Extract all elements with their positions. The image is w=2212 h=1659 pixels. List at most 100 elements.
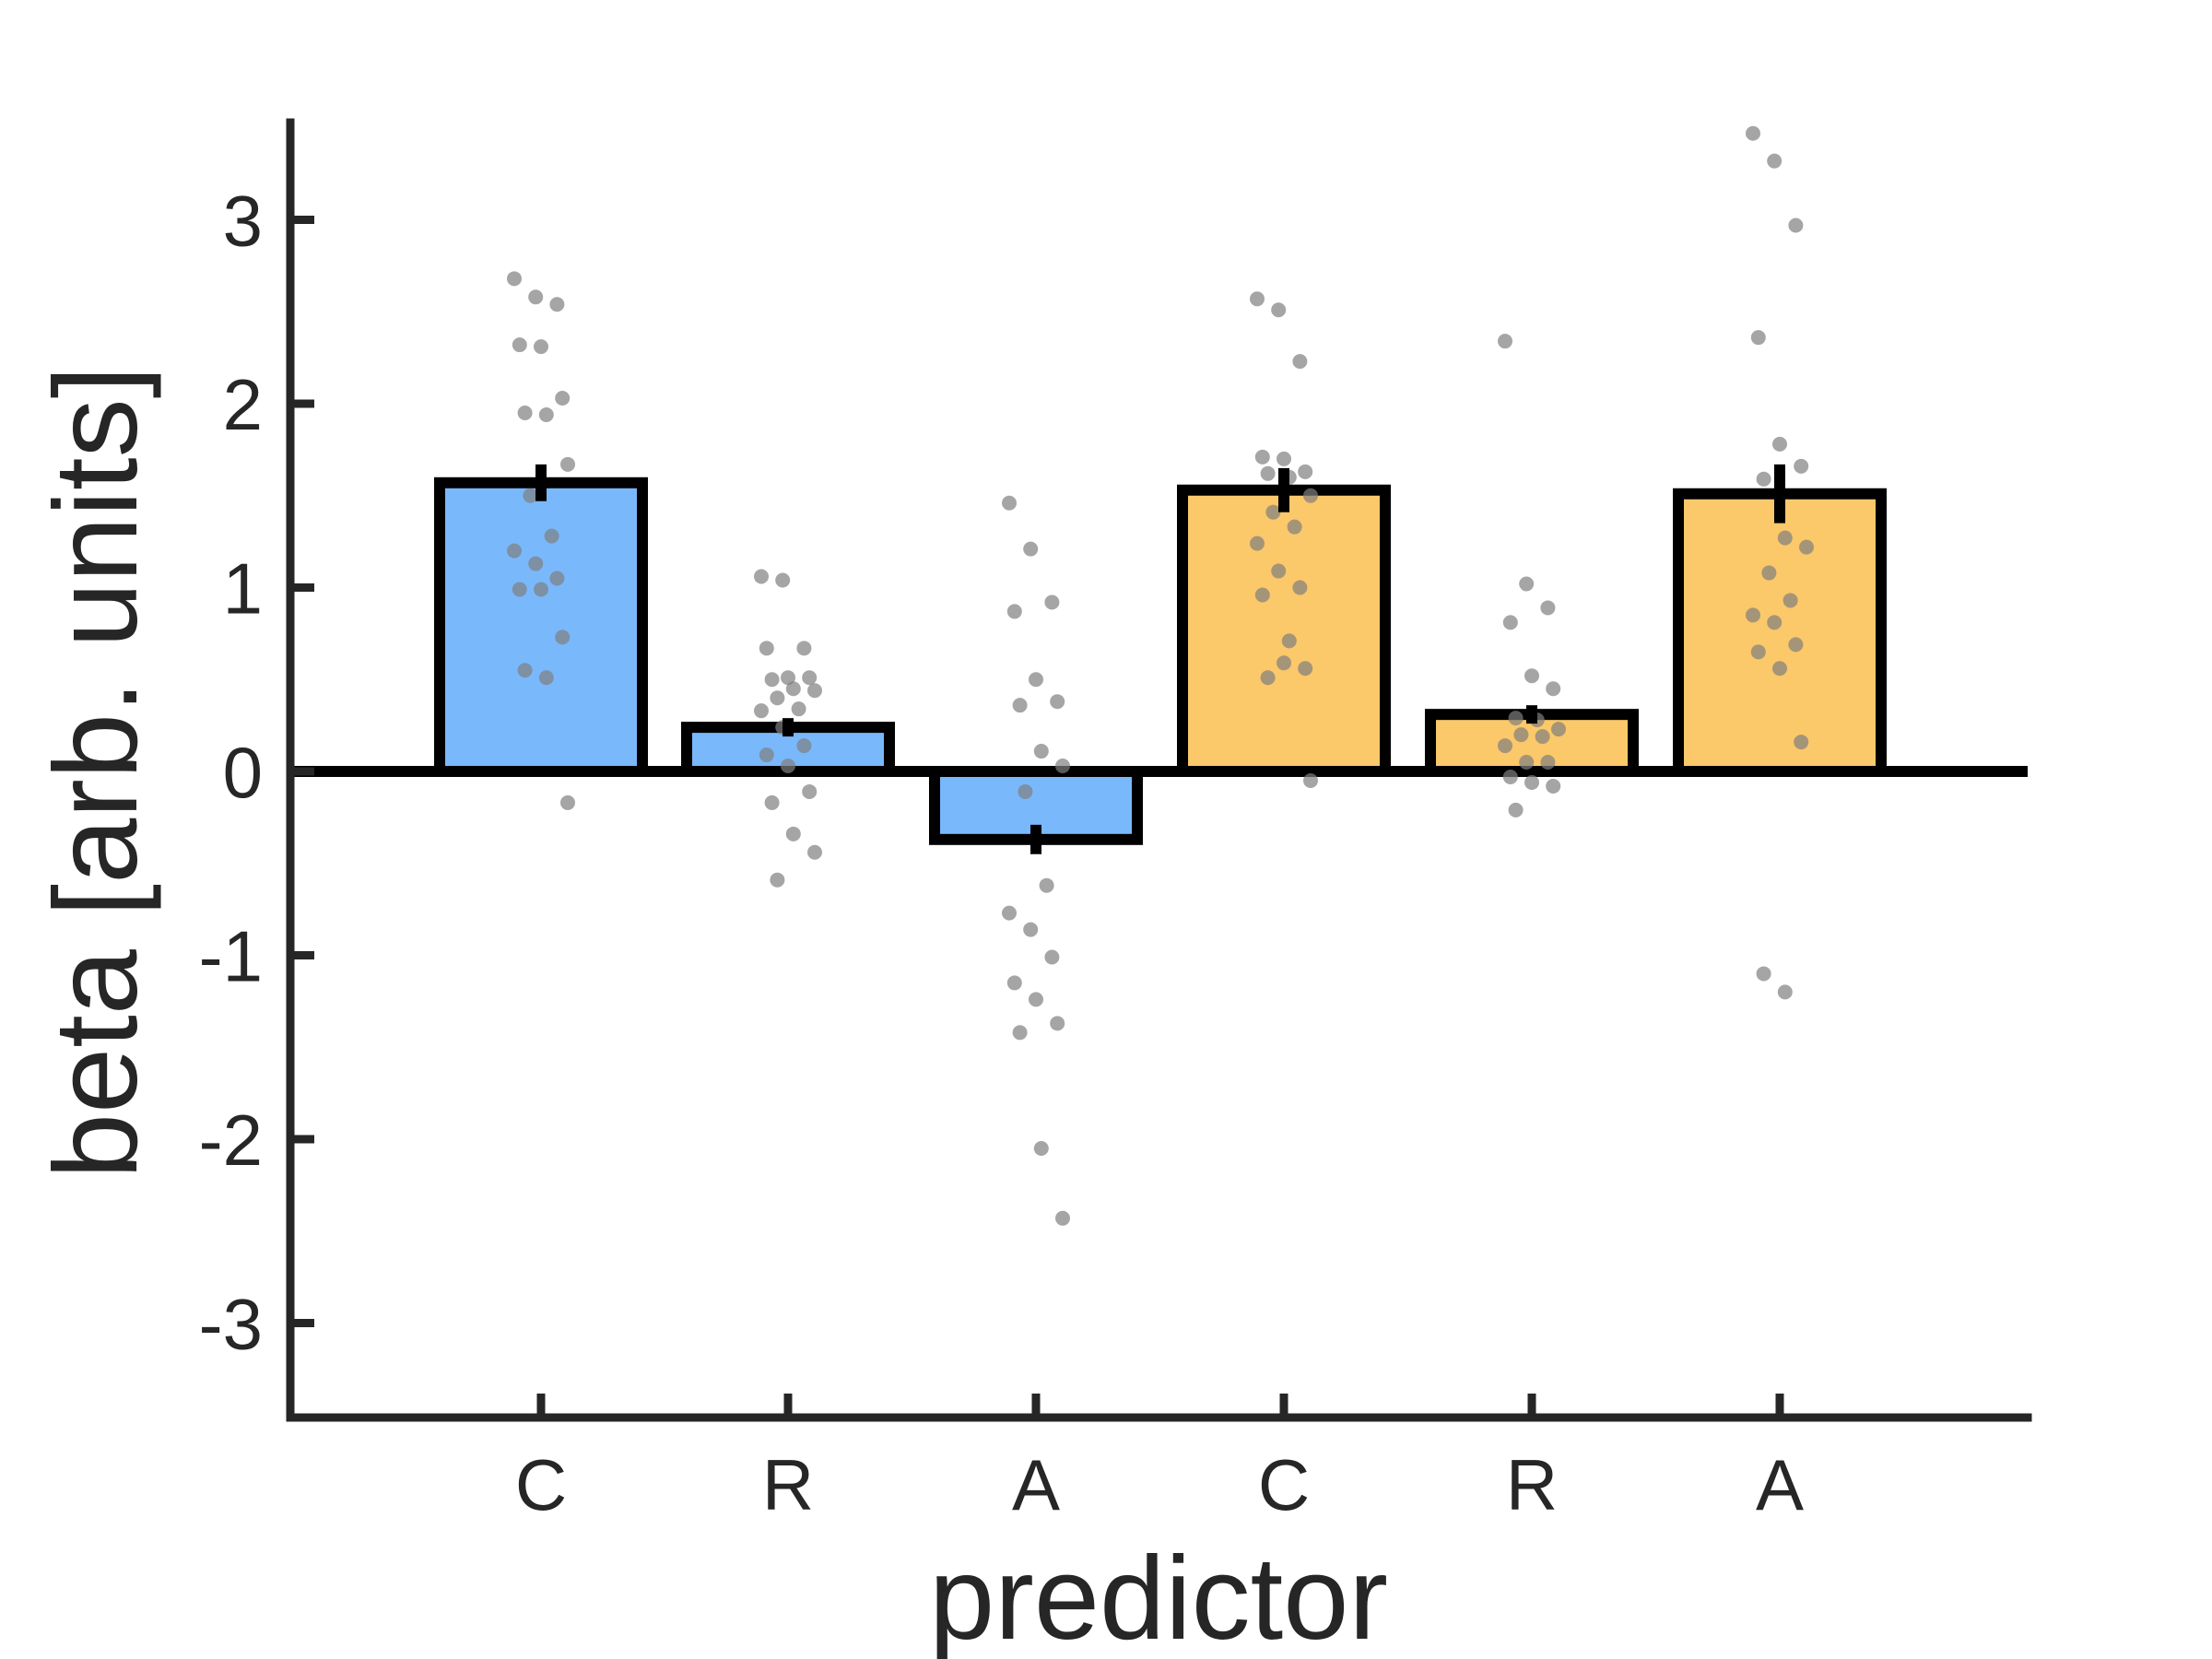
y-tick-label-4: 1 [223,548,263,629]
point-3-10 [1287,519,1302,535]
point-0-19 [560,794,575,810]
point-1-20 [770,872,785,888]
point-2-16 [1050,1016,1065,1031]
point-3-11 [1250,535,1265,551]
point-4-5 [1546,681,1561,697]
point-1-4 [781,670,795,686]
point-5-13 [1788,637,1804,653]
point-0-8 [560,456,575,472]
y-tick-label-5: 2 [223,364,263,445]
point-4-4 [1524,668,1539,684]
point-5-16 [1794,735,1809,750]
point-5-9 [1761,565,1777,581]
point-5-4 [1772,436,1787,452]
x-tick-label-3: C [1258,1444,1310,1525]
point-4-13 [1540,755,1556,771]
point-1-2 [796,641,812,656]
point-1-17 [764,794,780,810]
point-5-7 [1777,530,1793,546]
point-5-6 [1756,471,1771,487]
point-3-5 [1298,464,1313,479]
point-2-0 [1002,495,1017,511]
point-4-9 [1513,727,1529,743]
point-5-12 [1767,615,1783,630]
point-4-12 [1519,755,1535,771]
point-4-14 [1502,769,1518,784]
ticks-layer: -3 -2 -1 0 1 2 3 C R A C R A [199,181,1804,1526]
point-0-1 [528,289,544,305]
point-4-2 [1540,600,1556,616]
point-0-14 [512,582,527,597]
point-3-2 [1292,354,1308,370]
point-1-1 [775,572,791,588]
point-4-17 [1508,802,1524,818]
point-5-8 [1799,539,1814,555]
point-2-2 [1044,594,1060,610]
x-axis-label: predictor [929,1533,1388,1659]
point-0-0 [507,271,522,287]
point-0-3 [512,337,527,353]
point-1-10 [791,701,806,717]
point-1-5 [802,670,818,686]
point-4-1 [1519,576,1535,592]
point-5-5 [1794,458,1809,474]
point-5-2 [1788,218,1804,233]
x-tick-label-4: R [1506,1444,1558,1525]
point-0-10 [544,528,559,544]
point-5-18 [1777,984,1793,1000]
point-1-14 [759,747,774,763]
point-5-1 [1767,153,1783,169]
point-2-3 [1006,604,1022,619]
y-tick-label-0: -3 [199,1284,263,1365]
point-3-3 [1254,449,1270,465]
point-1-16 [802,783,818,799]
point-4-15 [1524,774,1539,790]
point-3-0 [1250,291,1265,307]
point-5-11 [1746,607,1760,623]
point-4-11 [1498,738,1512,754]
point-3-17 [1260,670,1276,686]
point-2-9 [1018,783,1033,799]
bar-3 [1177,484,1391,777]
point-2-8 [1055,759,1070,774]
point-2-4 [1029,672,1043,688]
point-3-12 [1271,563,1287,579]
point-0-2 [549,297,565,312]
point-0-17 [517,663,533,678]
point-0-12 [528,556,544,571]
point-3-4 [1277,451,1291,466]
point-0-9 [523,488,538,503]
point-1-9 [770,690,785,706]
point-1-13 [796,738,812,754]
point-3-8 [1303,488,1318,503]
point-0-5 [555,391,571,406]
point-3-19 [1303,772,1318,788]
point-3-1 [1271,302,1287,318]
point-0-11 [507,543,522,559]
point-0-13 [549,571,565,586]
point-4-0 [1498,334,1512,349]
point-1-15 [781,759,795,774]
point-4-8 [1551,722,1566,737]
point-5-15 [1772,661,1787,677]
point-1-3 [759,641,774,656]
point-4-3 [1502,615,1518,630]
x-tick-label-5: A [1756,1444,1804,1525]
point-2-10 [1039,877,1054,893]
point-3-18 [1281,633,1297,649]
point-0-16 [555,629,571,645]
point-3-6 [1260,465,1276,481]
point-2-15 [1029,992,1043,1007]
x-tick-label-1: R [762,1444,814,1525]
y-tick-label-1: -2 [199,1100,263,1181]
x-tick-label-2: A [1012,1444,1060,1525]
y-axis-label: beta [arb. units] [30,366,162,1179]
point-0-7 [538,406,554,422]
point-0-6 [517,405,533,420]
point-3-15 [1277,655,1291,671]
x-tick-label-0: C [515,1444,567,1525]
point-5-14 [1750,644,1766,660]
point-2-18 [1033,1140,1049,1156]
point-1-0 [754,569,769,584]
